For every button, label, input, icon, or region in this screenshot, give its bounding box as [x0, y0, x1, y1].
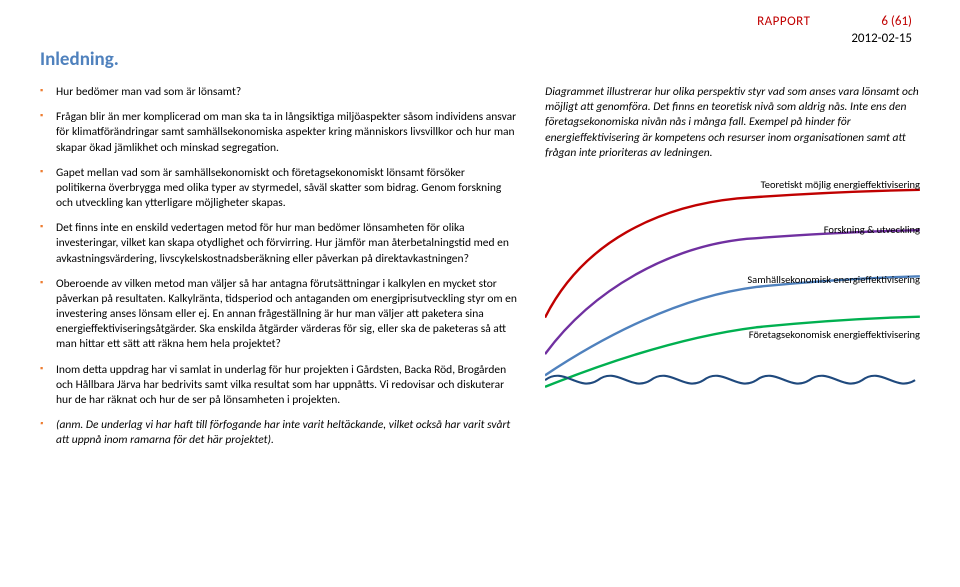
list-item: Oberoende av vilken metod man väljer så … [40, 277, 517, 353]
list-item: Det finns inte en enskild vedertagen met… [40, 221, 517, 267]
chart-label-3: Företagsekonomisk energieffektivisering [749, 329, 920, 342]
list-item: Gapet mellan vad som är samhällsekonomis… [40, 166, 517, 212]
list-item: Inom detta uppdrag har vi samlat in unde… [40, 363, 517, 409]
page-title: Inledning. [40, 48, 920, 71]
baseline-wave [545, 376, 915, 384]
curve-societal [545, 276, 920, 375]
content-columns: Hur bedömer man vad som är lönsamt? Fråg… [40, 85, 920, 458]
header: RAPPORT 6 (61) 2012-02-15 [757, 14, 912, 48]
chart-label-1: Forskning & utveckling [824, 224, 920, 237]
list-item: Hur bedömer man vad som är lönsamt? [40, 85, 517, 100]
chart-label-2: Samhällsekonomisk energieffektivisering [747, 274, 920, 287]
page-number: 6 (61) [881, 14, 912, 29]
report-date: 2012-02-15 [757, 31, 912, 48]
diagram-description: Diagrammet illustrerar hur olika perspek… [545, 85, 920, 161]
left-column: Hur bedömer man vad som är lönsamt? Fråg… [40, 85, 517, 458]
header-line-1: RAPPORT 6 (61) [757, 14, 912, 31]
page: RAPPORT 6 (61) 2012-02-15 Inledning. Hur… [0, 0, 960, 587]
efficiency-chart: Teoretiskt möjlig energieffektivisering … [545, 169, 920, 399]
bullet-list: Hur bedömer man vad som är lönsamt? Fråg… [40, 85, 517, 448]
list-item: Frågan blir än mer komplicerad om man sk… [40, 110, 517, 156]
list-item: (anm. De underlag vi har haft till förfo… [40, 418, 517, 448]
chart-label-0: Teoretiskt möjlig energieffektivisering [761, 179, 920, 192]
right-column: Diagrammet illustrerar hur olika perspek… [545, 85, 920, 458]
report-label: RAPPORT [757, 14, 810, 29]
